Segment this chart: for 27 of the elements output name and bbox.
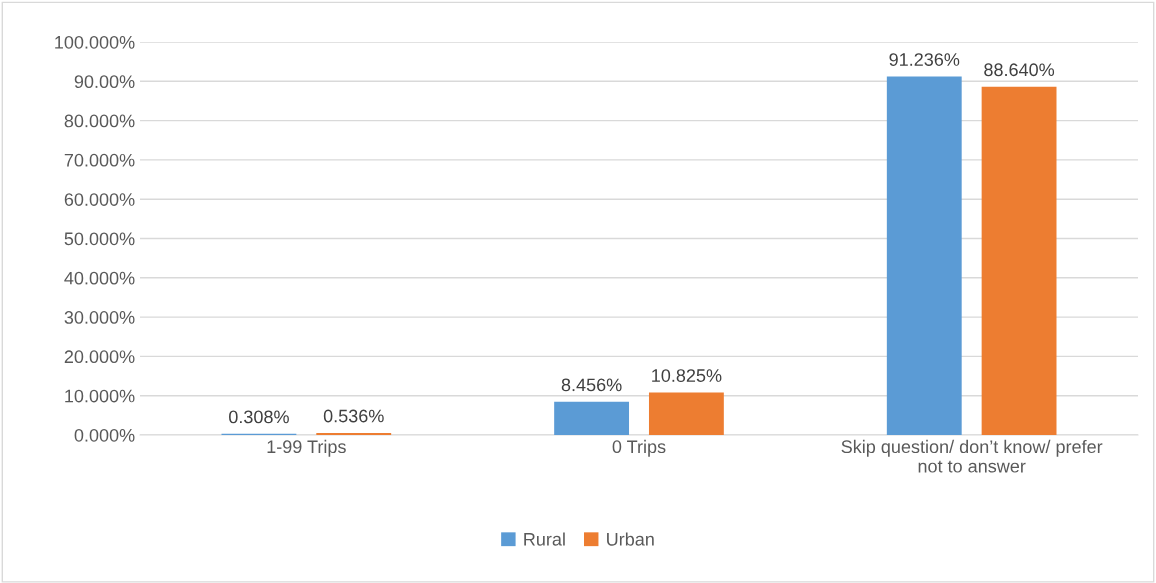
bar (648, 392, 724, 435)
x-tick-label: 0 Trips (612, 439, 666, 457)
data-label: 88.640% (984, 63, 1055, 77)
y-tick-label: 30.000% (64, 311, 135, 324)
data-label: 10.825% (652, 369, 722, 382)
x-tick-label: Skip question/ don’t know/ prefer not to answer (841, 439, 1103, 473)
y-tick-label: 20.000% (64, 350, 135, 364)
y-tick-label: 40.000% (64, 271, 135, 285)
y-tick-label: 80.000% (64, 114, 135, 128)
y-tick-label: 50.000% (64, 232, 135, 246)
bar (886, 76, 962, 435)
y-tick-label: 0.000% (74, 428, 135, 442)
bar (554, 401, 630, 435)
y-tick-label: 70.000% (64, 153, 135, 167)
bar (981, 86, 1057, 435)
data-label: 91.236% (889, 53, 960, 66)
y-tick-label: 100.000% (55, 35, 135, 49)
data-label: 8.456% (561, 378, 622, 392)
x-tick-label: 1-99 Trips (267, 439, 346, 457)
data-label: 0.536% (323, 409, 384, 423)
data-label: 0.308% (229, 410, 289, 424)
legend-label: Rural (524, 532, 565, 546)
legend-label: Urban (607, 532, 654, 546)
y-tick-label: 10.000% (65, 389, 135, 403)
y-tick-label: 90.00% (74, 75, 135, 89)
y-tick-label: 60.000% (64, 193, 135, 206)
bar (316, 432, 392, 435)
